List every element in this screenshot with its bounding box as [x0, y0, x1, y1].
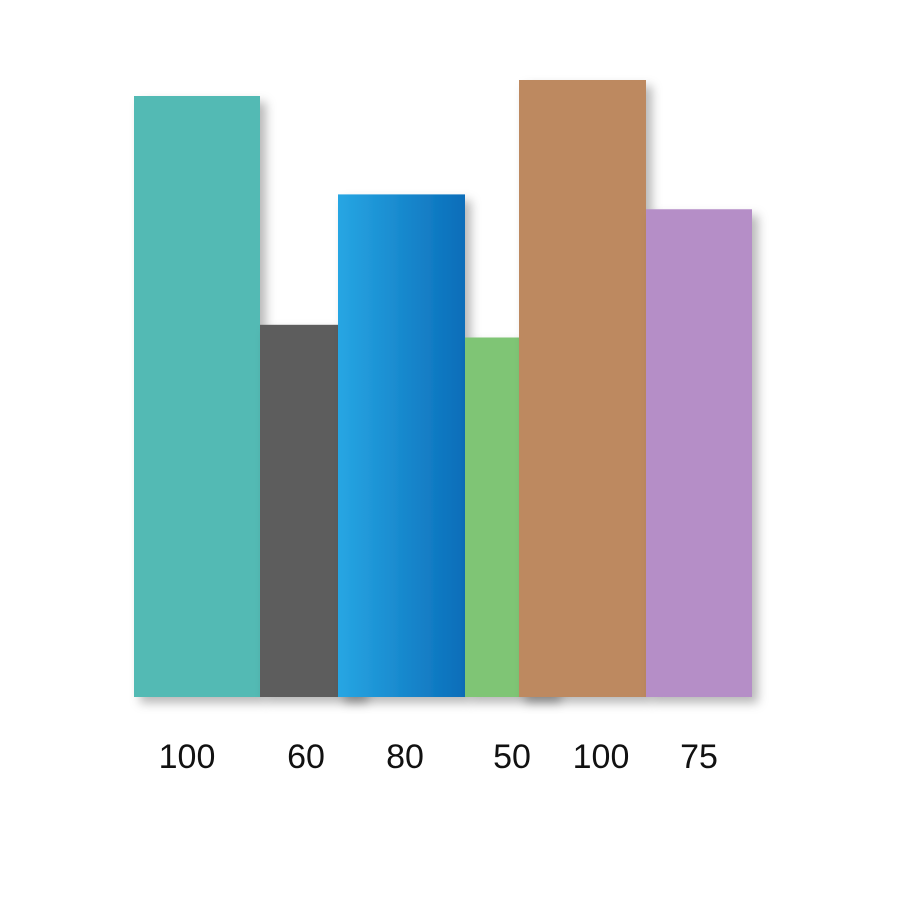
bar-value-label-3: 80 [386, 738, 424, 776]
bar-value-label-6: 75 [680, 738, 718, 776]
bar-value-label-5: 100 [573, 738, 630, 776]
bar-value-label-1: 100 [159, 738, 216, 776]
bar-value-label-4: 50 [493, 738, 531, 776]
bar-3 [338, 194, 465, 697]
bar-value-label-2: 60 [287, 738, 325, 776]
bars-layer [134, 80, 752, 697]
bar-1 [134, 96, 260, 697]
labels-layer: 100 60 80 50 100 75 [159, 738, 718, 776]
bar-5 [519, 80, 646, 697]
bar-6 [646, 209, 752, 697]
